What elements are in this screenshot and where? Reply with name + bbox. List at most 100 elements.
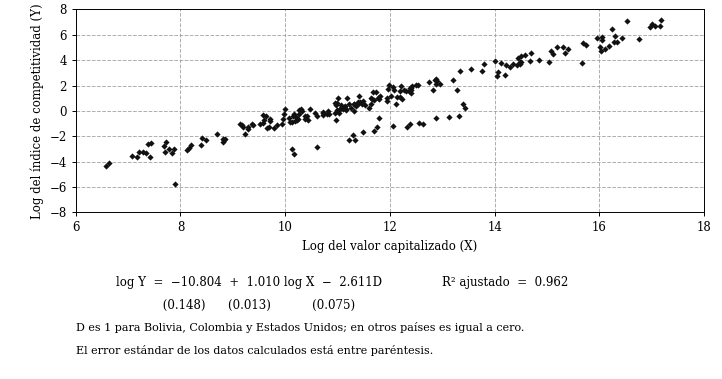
Point — [341, 95, 352, 101]
Point — [430, 81, 442, 87]
Point — [360, 102, 371, 108]
Point — [576, 60, 588, 66]
Point — [401, 124, 412, 130]
Point — [289, 111, 300, 117]
Point — [300, 113, 311, 119]
Point — [365, 101, 377, 107]
Point — [466, 66, 477, 72]
Point — [305, 106, 316, 112]
Point — [343, 137, 355, 143]
Point — [211, 131, 222, 137]
Point — [511, 63, 523, 69]
Point — [258, 116, 270, 122]
Point — [375, 94, 386, 100]
Point — [357, 99, 369, 105]
Point — [443, 114, 455, 120]
Point — [457, 101, 469, 107]
Point — [237, 124, 248, 130]
Point — [354, 99, 365, 105]
Point — [181, 147, 193, 153]
Point — [357, 129, 368, 135]
Point — [454, 68, 466, 74]
Point — [287, 113, 299, 119]
Point — [297, 108, 308, 114]
Point — [654, 23, 666, 29]
Point — [185, 142, 196, 148]
Point — [387, 123, 399, 129]
Point — [168, 146, 180, 152]
Point — [167, 149, 178, 155]
Point — [512, 55, 523, 61]
Point — [161, 139, 173, 145]
Point — [269, 125, 280, 131]
Point — [317, 109, 329, 115]
Point — [394, 88, 406, 94]
Point — [516, 59, 527, 65]
Point — [608, 39, 619, 45]
Point — [367, 96, 378, 102]
Point — [322, 108, 334, 114]
Point — [290, 118, 301, 124]
Point — [356, 101, 367, 107]
Point — [520, 52, 531, 58]
Point — [246, 121, 258, 127]
Point — [317, 111, 329, 117]
Point — [609, 33, 620, 39]
Point — [400, 88, 412, 94]
Point — [303, 117, 314, 123]
Point — [525, 50, 536, 56]
Point — [499, 72, 510, 78]
Point — [453, 113, 465, 119]
Point — [404, 88, 415, 94]
Point — [291, 117, 303, 123]
Point — [496, 60, 508, 66]
Point — [427, 87, 439, 93]
Point — [368, 97, 380, 103]
Point — [525, 58, 536, 64]
Point — [144, 154, 156, 160]
Point — [577, 40, 588, 46]
Point — [219, 136, 230, 142]
Point — [516, 53, 527, 59]
Point — [294, 111, 305, 117]
Point — [430, 115, 442, 121]
Point — [343, 101, 355, 107]
Point — [404, 85, 416, 91]
Point — [264, 116, 276, 122]
Point — [405, 87, 417, 93]
Point — [599, 46, 611, 52]
Point — [300, 116, 311, 122]
Point — [412, 82, 424, 88]
Point — [330, 117, 342, 123]
Point — [312, 113, 323, 119]
Point — [580, 42, 591, 48]
Point — [293, 107, 305, 113]
Point — [140, 150, 152, 157]
Point — [137, 149, 149, 155]
Point — [239, 131, 251, 137]
Point — [331, 100, 342, 106]
Point — [492, 69, 504, 75]
Point — [283, 114, 295, 121]
Point — [218, 136, 230, 143]
Point — [261, 113, 272, 119]
Point — [373, 96, 384, 102]
Point — [385, 93, 396, 99]
Point — [334, 110, 345, 116]
Point — [500, 61, 512, 67]
Point — [261, 125, 273, 131]
Point — [264, 124, 275, 130]
Point — [381, 95, 393, 101]
Point — [353, 93, 365, 99]
Point — [286, 119, 297, 125]
Point — [621, 18, 632, 24]
X-axis label: Log del valor capitalizado (X): Log del valor capitalizado (X) — [303, 240, 477, 253]
Point — [380, 98, 392, 104]
Point — [491, 74, 503, 80]
Point — [183, 144, 195, 150]
Point — [318, 110, 329, 116]
Point — [331, 107, 342, 113]
Point — [332, 95, 344, 101]
Point — [399, 86, 410, 92]
Point — [646, 21, 658, 27]
